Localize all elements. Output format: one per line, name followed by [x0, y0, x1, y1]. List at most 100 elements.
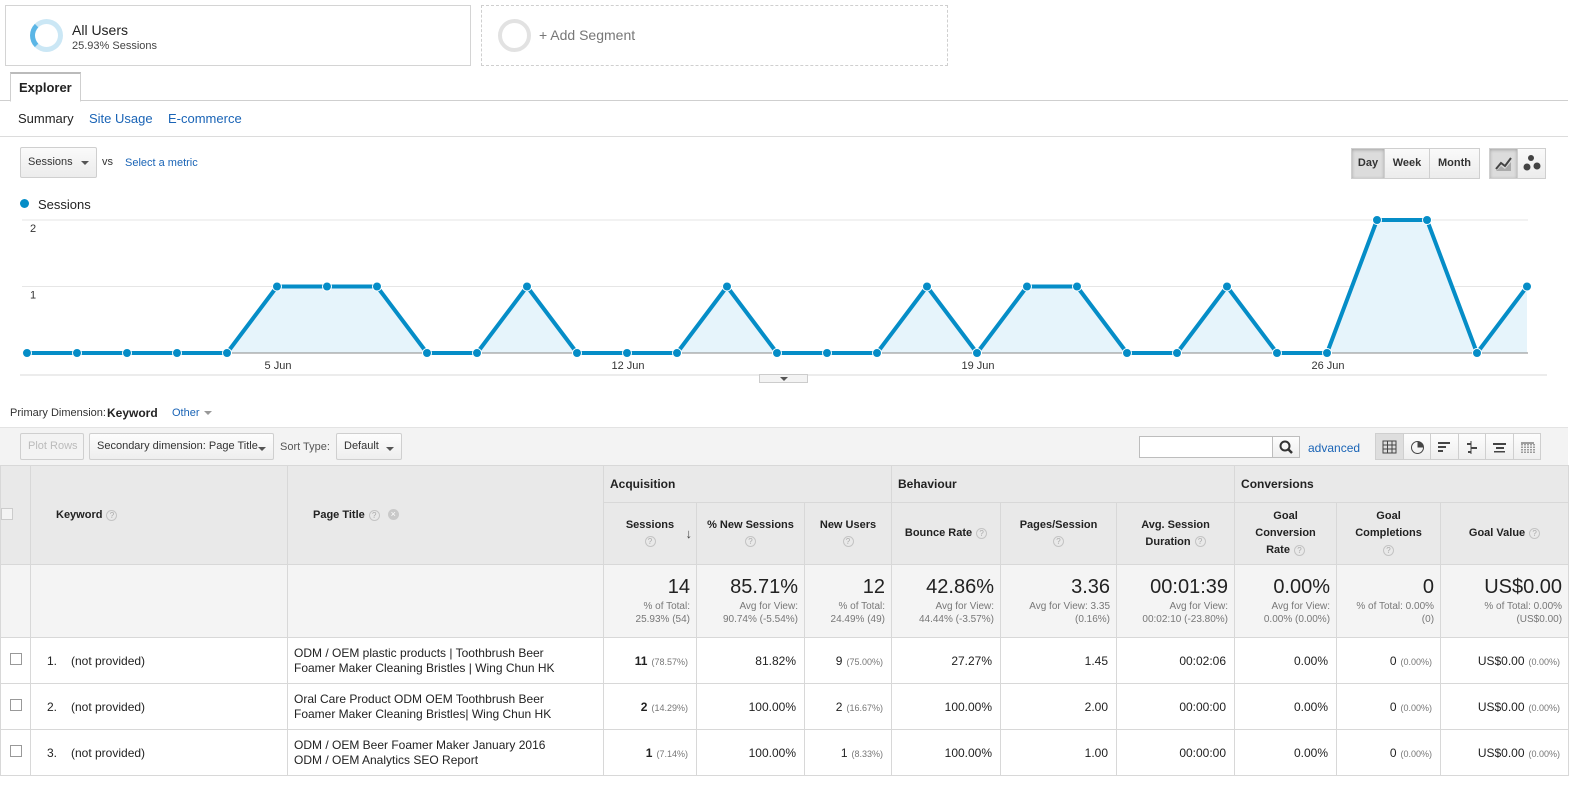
help-icon[interactable]: ?: [1053, 536, 1065, 548]
line-chart-button[interactable]: [1489, 148, 1518, 179]
col-bounce-rate[interactable]: Bounce Rate?: [891, 502, 1002, 565]
col-new-sessions[interactable]: % New Sessions?: [696, 502, 805, 565]
page-title-link[interactable]: ODM / OEM Beer Foamer Maker January 2016…: [294, 738, 545, 767]
view-term-cloud-button[interactable]: [1486, 434, 1514, 459]
col-avg-session-duration[interactable]: Avg. Session Duration?: [1116, 502, 1236, 565]
keyword-link[interactable]: (not provided): [71, 699, 146, 714]
col-sessions[interactable]: Sessions? ↓: [603, 502, 697, 565]
select-all-checkbox[interactable]: [1, 507, 13, 520]
help-icon[interactable]: ?: [842, 536, 854, 548]
page-title-cell: ODM / OEM Beer Foamer Maker January 2016…: [287, 729, 604, 776]
page-title-link[interactable]: ODM / OEM plastic products | Toothbrush …: [294, 646, 555, 675]
help-icon[interactable]: ?: [1293, 544, 1305, 556]
sessions-percent: (78.57%): [651, 656, 688, 667]
motion-chart-button[interactable]: [1517, 148, 1546, 179]
data-point: [1272, 348, 1282, 358]
chart-collapse-handle[interactable]: [759, 374, 808, 383]
total-avg-session-duration: 00:01:39 Avg for View: 00:02:10 (-23.80%): [1116, 564, 1236, 638]
col-goal-conversion-rate[interactable]: Goal Conversion Rate?: [1234, 502, 1338, 565]
row-checkbox[interactable]: [9, 653, 22, 665]
totals-spacer: [30, 564, 288, 638]
sessions-chart: 1 2 5 Jun 12 Jun 19 Jun 26 Jun: [20, 215, 1547, 376]
page-title-line: Foamer Maker Cleaning Bristles| Wing Chu…: [294, 706, 552, 721]
view-performance-button[interactable]: [1431, 434, 1459, 459]
period-month-button[interactable]: Month: [1429, 148, 1480, 179]
select-metric-link[interactable]: Select a metric: [125, 157, 198, 169]
goal-completions-value: 0: [1389, 699, 1397, 714]
total-note: Avg for View:: [1271, 601, 1331, 612]
view-data-table-button[interactable]: [1376, 434, 1404, 459]
period-week-button[interactable]: Week: [1384, 148, 1430, 179]
view-comparison-button[interactable]: [1459, 434, 1486, 459]
total-goal-completions: 0 % of Total: 0.00% (0): [1336, 564, 1442, 638]
total-value: 0.00%: [1273, 576, 1331, 598]
table-search-input[interactable]: [1139, 436, 1273, 458]
plot-rows-button[interactable]: Plot Rows: [20, 433, 84, 460]
segment-donut-icon: [30, 19, 63, 52]
metric-select[interactable]: Sessions: [20, 147, 97, 178]
total-note: % of Total: 0.00%: [1356, 601, 1435, 612]
secondary-dimension-value: Secondary dimension: Page Title: [97, 440, 258, 452]
tab-explorer[interactable]: Explorer: [10, 72, 81, 102]
sort-type-select[interactable]: Default: [336, 433, 402, 460]
search-button[interactable]: [1272, 436, 1300, 458]
group-acquisition: Acquisition: [602, 465, 893, 503]
help-icon[interactable]: ?: [644, 536, 656, 548]
page-title-link[interactable]: Oral Care Product ODM OEM Toothbrush Bee…: [294, 692, 551, 721]
secondary-dimension-select[interactable]: Secondary dimension: Page Title: [89, 433, 274, 460]
help-icon[interactable]: ?: [1383, 544, 1395, 556]
col-new-users[interactable]: New Users?: [803, 502, 893, 565]
primary-dimension-other[interactable]: Other: [172, 407, 212, 419]
view-pivot-button[interactable]: [1514, 434, 1541, 459]
col-pages-session[interactable]: Pages/Session?: [1000, 502, 1118, 565]
table-toolbar: Plot Rows Secondary dimension: Page Titl…: [0, 427, 1568, 465]
table-row: 3. (not provided) ODM / OEM Beer Foamer Ma…: [0, 729, 1570, 776]
view-percentage-button[interactable]: [1404, 434, 1431, 459]
keyword-link[interactable]: (not provided): [71, 745, 146, 760]
total-value: 14: [667, 576, 690, 598]
remove-dimension-icon[interactable]: ×: [387, 509, 399, 520]
vs-label: vs: [102, 156, 113, 168]
keyword-link[interactable]: (not provided): [71, 653, 146, 668]
col-keyword[interactable]: Keyword?: [30, 465, 288, 565]
total-new-users: 12 % of Total: 24.49% (49): [803, 564, 893, 638]
col-goal-value[interactable]: Goal Value?: [1440, 502, 1570, 565]
col-goal-completions[interactable]: Goal Completions?: [1336, 502, 1442, 565]
data-point: [1222, 281, 1232, 292]
help-icon[interactable]: ?: [745, 536, 756, 548]
primary-dimension-keyword[interactable]: Keyword: [107, 406, 158, 420]
help-icon[interactable]: ?: [368, 509, 380, 521]
total-value: 12: [862, 576, 886, 598]
subtab-site-usage[interactable]: Site Usage: [89, 111, 153, 126]
help-icon[interactable]: ?: [1529, 527, 1541, 539]
advanced-filter-link[interactable]: advanced: [1308, 441, 1361, 455]
subtab-ecommerce[interactable]: E-commerce: [168, 111, 242, 126]
row-checkbox[interactable]: [9, 745, 22, 757]
total-note: Avg for View:: [739, 601, 798, 612]
page-title-line: ODM / OEM Analytics SEO Report: [294, 752, 479, 767]
data-point: [222, 348, 232, 358]
total-value: US$0.00: [1484, 576, 1563, 598]
y-tick-label: 2: [30, 223, 36, 235]
page-title-cell: Oral Care Product ODM OEM Toothbrush Bee…: [287, 683, 604, 730]
goal-conversion-cell: 0.00%: [1234, 729, 1338, 776]
data-point: [672, 348, 682, 358]
data-point: [772, 348, 782, 358]
sessions-cell: 11 (78.57%): [603, 637, 697, 684]
total-new-sessions: 85.71% Avg for View: 90.74% (-5.54%): [696, 564, 805, 638]
row-checkbox[interactable]: [9, 699, 22, 711]
segment-all-users[interactable]: All Users 25.93% Sessions: [5, 5, 471, 66]
row-select-cell: [0, 729, 31, 776]
avg-duration-cell: 00:00:00: [1116, 683, 1236, 730]
help-icon[interactable]: ?: [106, 509, 118, 521]
col-goal-conv-label-2: Conversion: [1255, 527, 1316, 539]
col-page-title[interactable]: Page Title? ×: [287, 465, 604, 565]
table-row: 1. (not provided) ODM / OEM plastic produc…: [0, 637, 1570, 684]
add-segment-button[interactable]: + Add Segment: [481, 5, 948, 66]
data-point: [172, 348, 182, 358]
period-day-button[interactable]: Day: [1351, 148, 1385, 179]
subtab-summary[interactable]: Summary: [18, 111, 74, 126]
help-icon[interactable]: ?: [1194, 536, 1206, 548]
help-icon[interactable]: ?: [976, 527, 988, 539]
y-tick-label: 1: [30, 290, 36, 302]
